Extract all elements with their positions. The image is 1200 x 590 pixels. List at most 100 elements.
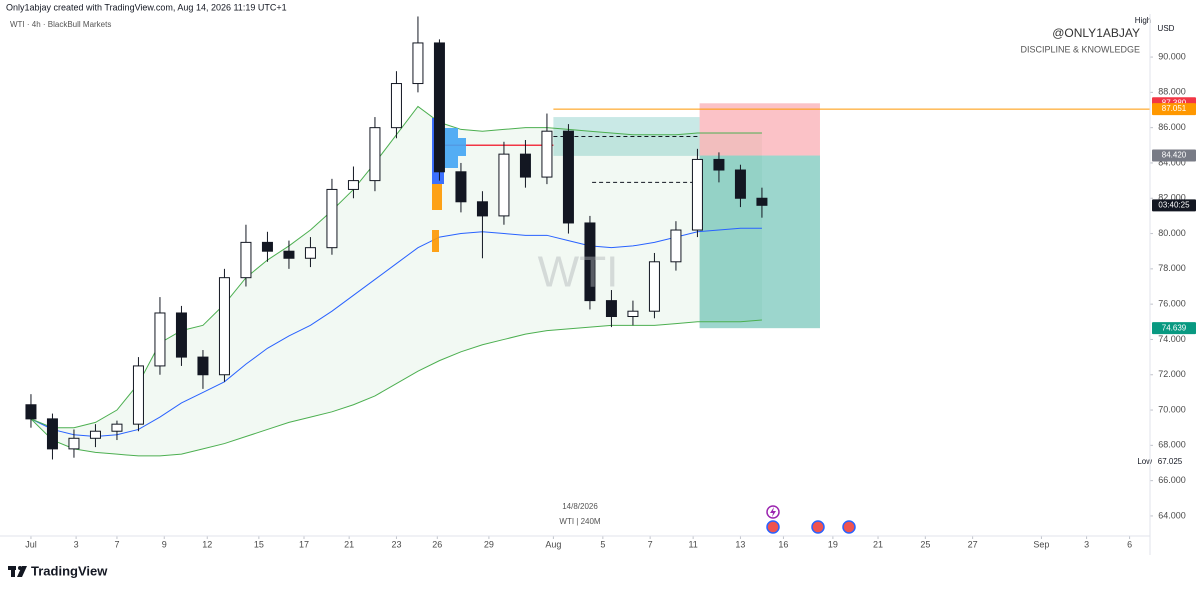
- candle-body: [240, 241, 252, 279]
- candle-body: [455, 171, 467, 203]
- candle-body: [756, 197, 768, 206]
- x-tick-label: 15: [254, 539, 264, 549]
- price-label-box: [1152, 199, 1196, 212]
- x-tick-label: 3: [1084, 539, 1089, 549]
- y-tick-label: 90.000: [1158, 51, 1186, 61]
- x-tick-label: 21: [873, 539, 883, 549]
- candle-body: [25, 404, 37, 420]
- profile-block: [458, 138, 466, 156]
- x-tick-label: 29: [484, 539, 494, 549]
- x-tick-label: 3: [74, 539, 79, 549]
- event-icon: [766, 520, 780, 534]
- y-tick-label: 84.000: [1158, 157, 1186, 167]
- currency: USD: [1158, 24, 1175, 33]
- x-tick-label: 9: [162, 539, 167, 549]
- high-label: High: [1135, 16, 1151, 25]
- x-tick-label: 19: [828, 539, 838, 549]
- x-tick-label: Jul: [25, 539, 37, 549]
- price-label: 87.051: [1162, 104, 1187, 113]
- candle-body: [541, 130, 553, 178]
- target-zone: [699, 155, 820, 329]
- candle-body: [498, 153, 510, 217]
- y-tick-label: 68.000: [1158, 440, 1186, 450]
- x-tick-label: 16: [778, 539, 788, 549]
- header: Only1abjay created with TradingView.com,…: [6, 2, 287, 12]
- candle-body: [691, 158, 703, 231]
- candle-body: [648, 261, 660, 312]
- price-label: 74.639: [1162, 323, 1187, 332]
- price-label: 03:40:25: [1158, 200, 1190, 209]
- event-icon: [770, 507, 776, 517]
- profile-block: [444, 128, 458, 168]
- x-tick-label: 12: [202, 539, 212, 549]
- x-tick-label: 17: [299, 539, 309, 549]
- y-tick-label: 78.000: [1158, 263, 1186, 273]
- x-tick-label: 13: [735, 539, 745, 549]
- x-tick-label: 21: [344, 539, 354, 549]
- x-tick-label: 7: [648, 539, 653, 549]
- interval-stamp: WTI | 240M: [559, 517, 601, 526]
- y-tick-label: 88.000: [1158, 87, 1186, 97]
- x-tick-label: Sep: [1033, 539, 1049, 549]
- candle-body: [326, 188, 338, 249]
- candle-body: [369, 127, 381, 182]
- candle-body: [132, 365, 144, 425]
- date-stamp: 14/8/2026: [562, 502, 598, 511]
- candle-body: [584, 222, 596, 302]
- y-tick-label: 82.000: [1158, 193, 1186, 203]
- back-layer: [30, 103, 1150, 457]
- price-label: 84.420: [1162, 151, 1187, 160]
- price-label-box: [1152, 322, 1196, 335]
- candle-body: [390, 83, 402, 129]
- event-icons: [766, 505, 856, 534]
- candle-body: [46, 418, 58, 450]
- y-tick-label: 64.000: [1158, 510, 1186, 520]
- profile-block: [432, 184, 442, 210]
- logo-part: [17, 566, 27, 577]
- price-label-box: [1152, 103, 1196, 116]
- candle-body: [89, 430, 101, 439]
- candle-body: [154, 312, 166, 367]
- candle-body: [605, 300, 617, 318]
- brand-logo: [8, 566, 27, 577]
- y-tick-label: 70.000: [1158, 404, 1186, 414]
- x-tick-label: 6: [1127, 539, 1132, 549]
- candle-body: [283, 250, 295, 259]
- indicator-line: [30, 227, 762, 438]
- candle-body: [175, 312, 187, 358]
- watermark: WTI: [538, 248, 619, 297]
- candle-body: [519, 153, 531, 178]
- event-icon: [842, 520, 856, 534]
- indicator-line: [30, 319, 762, 457]
- logo-part: [11, 566, 15, 577]
- y-tick-label: 74.000: [1158, 334, 1186, 344]
- x-tick-label: 27: [968, 539, 978, 549]
- y-tick-label: 66.000: [1158, 475, 1186, 485]
- low-price: 67.025: [1158, 457, 1183, 466]
- y-tick-label: 80.000: [1158, 228, 1186, 238]
- stop-zone: [699, 103, 820, 156]
- candle-body: [218, 277, 230, 376]
- candle-body: [197, 356, 209, 376]
- candle-body: [713, 158, 725, 171]
- candle-body: [734, 169, 746, 199]
- brand: TradingView: [31, 563, 108, 578]
- candle-body: [68, 437, 80, 450]
- x-tick-label: 26: [432, 539, 442, 549]
- candle-body: [670, 229, 682, 263]
- price-label: 87.380: [1162, 98, 1187, 107]
- candle-body: [476, 201, 488, 217]
- x-tick-label: 23: [391, 539, 401, 549]
- profile-block: [432, 230, 439, 252]
- candle-body: [562, 130, 574, 224]
- band-fill: [30, 106, 762, 456]
- candle-body: [412, 42, 424, 85]
- candle-body: [347, 180, 359, 190]
- event-icon: [811, 520, 825, 534]
- front-layer: 64.000 66.000 68.000 70.000 72.000 74.000 76.0…: [25, 16, 1196, 549]
- tagline: DISCIPLINE & KNOWLEDGE: [1020, 44, 1140, 54]
- candle-body: [261, 241, 273, 252]
